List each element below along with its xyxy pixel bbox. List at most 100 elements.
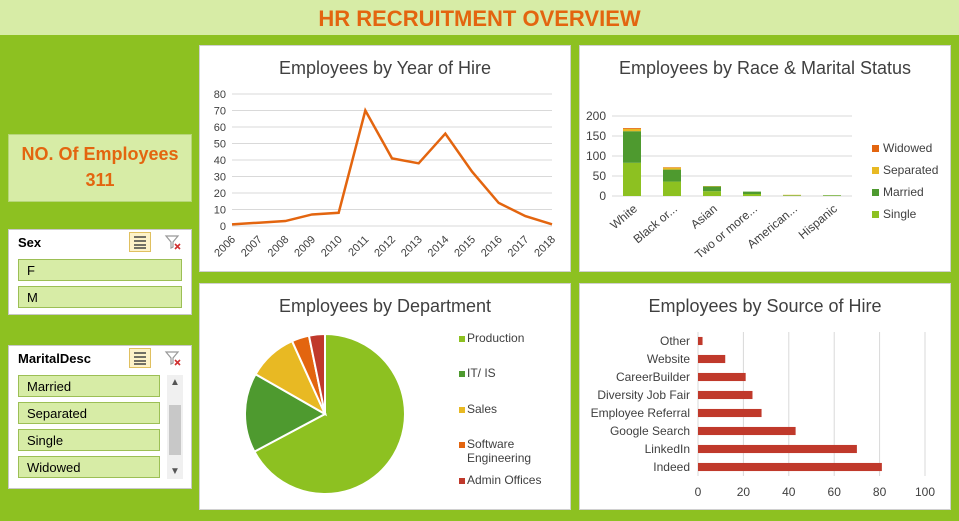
- slicer-item-widowed[interactable]: Widowed: [18, 456, 160, 478]
- bar-segment-married: [743, 191, 761, 194]
- slicer-item-separated[interactable]: Separated: [18, 402, 160, 424]
- y-tick-label: Google Search: [610, 424, 690, 438]
- y-tick-label: CareerBuilder: [616, 370, 690, 384]
- slicer-item-f[interactable]: F: [18, 259, 182, 281]
- clear-filter-icon[interactable]: [163, 348, 183, 368]
- y-tick-label: 50: [214, 139, 226, 151]
- slicer-title: Sex: [18, 235, 42, 250]
- y-tick-label: Indeed: [653, 460, 690, 474]
- legend-label: Engineering: [467, 451, 531, 465]
- clear-filter-icon[interactable]: [163, 232, 183, 252]
- x-tick-label: 2010: [319, 234, 345, 260]
- legend-label: Software: [467, 437, 515, 451]
- bar-indeed: [698, 462, 882, 472]
- legend-swatch: [459, 442, 465, 448]
- bar-google-search: [698, 426, 796, 436]
- slicer-item-single[interactable]: Single: [18, 429, 160, 451]
- multi-select-icon[interactable]: [129, 232, 151, 252]
- legend-label: Married: [883, 185, 924, 199]
- bar-segment-single: [623, 162, 641, 196]
- legend-swatch: [872, 211, 879, 218]
- legend-swatch: [459, 371, 465, 377]
- x-tick-label: Hispanic: [796, 202, 840, 242]
- x-tick-label: 100: [915, 485, 935, 499]
- x-tick-label: 2017: [506, 234, 532, 260]
- y-tick-label: 200: [586, 109, 606, 123]
- legend-swatch: [459, 336, 465, 342]
- bar-segment-separated: [663, 167, 681, 170]
- bar-diversity-job-fair: [698, 390, 753, 400]
- y-tick-label: 20: [214, 188, 226, 200]
- bar-linkedin: [698, 444, 857, 454]
- bar-segment-single: [703, 191, 721, 196]
- x-tick-label: 2006: [212, 234, 238, 260]
- x-tick-label: 20: [737, 485, 751, 499]
- x-tick-label: 2009: [292, 234, 318, 260]
- x-tick-label: 2007: [239, 234, 265, 260]
- bar-employee-referral: [698, 408, 762, 418]
- y-tick-label: 0: [220, 221, 226, 233]
- chart-title: Employees by Source of Hire: [648, 296, 882, 316]
- y-tick-label: Employee Referral: [591, 406, 690, 420]
- x-tick-label: 80: [873, 485, 887, 499]
- x-tick-label: 2018: [532, 234, 558, 260]
- y-tick-label: 0: [599, 189, 606, 203]
- slicer-title: MaritalDesc: [18, 351, 91, 366]
- x-tick-label: Asian: [688, 202, 720, 232]
- y-tick-label: 60: [214, 122, 226, 134]
- bar-segment-separated: [623, 128, 641, 132]
- bar-segment-married: [703, 186, 721, 192]
- bar-segment-widowed: [623, 128, 641, 129]
- legend-swatch: [459, 478, 465, 484]
- slicer-scrollbar[interactable]: ▲ ▼: [167, 375, 183, 479]
- multi-select-icon[interactable]: [129, 348, 151, 368]
- bar-segment-single: [743, 194, 761, 196]
- y-tick-label: LinkedIn: [645, 442, 690, 456]
- legend-label: Widowed: [883, 141, 932, 155]
- y-tick-label: 70: [214, 106, 226, 118]
- pie-slice-admin-offices: [307, 332, 326, 415]
- scroll-up-icon[interactable]: ▲: [170, 377, 180, 388]
- slicer-header: MaritalDesc: [9, 346, 191, 370]
- x-tick-label: 0: [695, 485, 702, 499]
- horizontal-bar-chart: 0 20 40 60 80 100 Other Website CareerBuilder Div…: [591, 332, 935, 499]
- x-tick-label: 2013: [399, 234, 425, 260]
- y-tick-label: 150: [586, 129, 606, 143]
- pie-chart: Production IT/ IS Sales SoftwareEngineering…: [244, 331, 541, 495]
- pie-slice-it-is: [244, 372, 328, 453]
- scroll-down-icon[interactable]: ▼: [170, 466, 180, 477]
- y-tick-label: 50: [593, 169, 607, 183]
- x-tick-label: 2011: [346, 234, 371, 259]
- legend-swatch: [459, 407, 465, 413]
- y-tick-label: Diversity Job Fair: [597, 388, 690, 402]
- x-tick-label: 60: [828, 485, 842, 499]
- panel-race-marital: Employees by Race & Marital Status 0 50 10…: [579, 45, 951, 272]
- y-tick-label: Website: [647, 352, 690, 366]
- y-tick-label: 30: [214, 172, 226, 184]
- panel-source-of-hire: Employees by Source of Hire 0 20 40 60 80 100…: [579, 283, 951, 510]
- legend-label: Admin Offices: [467, 473, 541, 487]
- y-tick-label: 100: [586, 149, 606, 163]
- slicer-item-married[interactable]: Married: [18, 375, 160, 397]
- bar-segment-married: [623, 131, 641, 163]
- legend-swatch: [872, 189, 879, 196]
- slicer-item-m[interactable]: M: [18, 286, 182, 308]
- scroll-thumb[interactable]: [169, 405, 181, 455]
- title-bar: HR RECRUITMENT OVERVIEW: [0, 0, 959, 35]
- y-tick-label: 40: [214, 155, 226, 167]
- legend-label: Production: [467, 331, 524, 345]
- kpi-value: 311: [85, 170, 115, 190]
- chart-title: Employees by Year of Hire: [278, 58, 492, 78]
- legend-label: Sales: [467, 402, 497, 416]
- panel-department: Employees by Department Production IT/ IS…: [199, 283, 571, 510]
- series-line-year-of-hire: [231, 107, 553, 226]
- bar-careerbuilder: [698, 372, 746, 382]
- x-tick-label: 2014: [426, 234, 452, 260]
- slicer-header: Sex: [9, 230, 191, 254]
- page-title: HR RECRUITMENT OVERVIEW: [318, 6, 641, 31]
- x-tick-label: 2016: [479, 234, 505, 260]
- y-tick-label: 10: [214, 205, 226, 217]
- legend-label: Separated: [883, 163, 938, 177]
